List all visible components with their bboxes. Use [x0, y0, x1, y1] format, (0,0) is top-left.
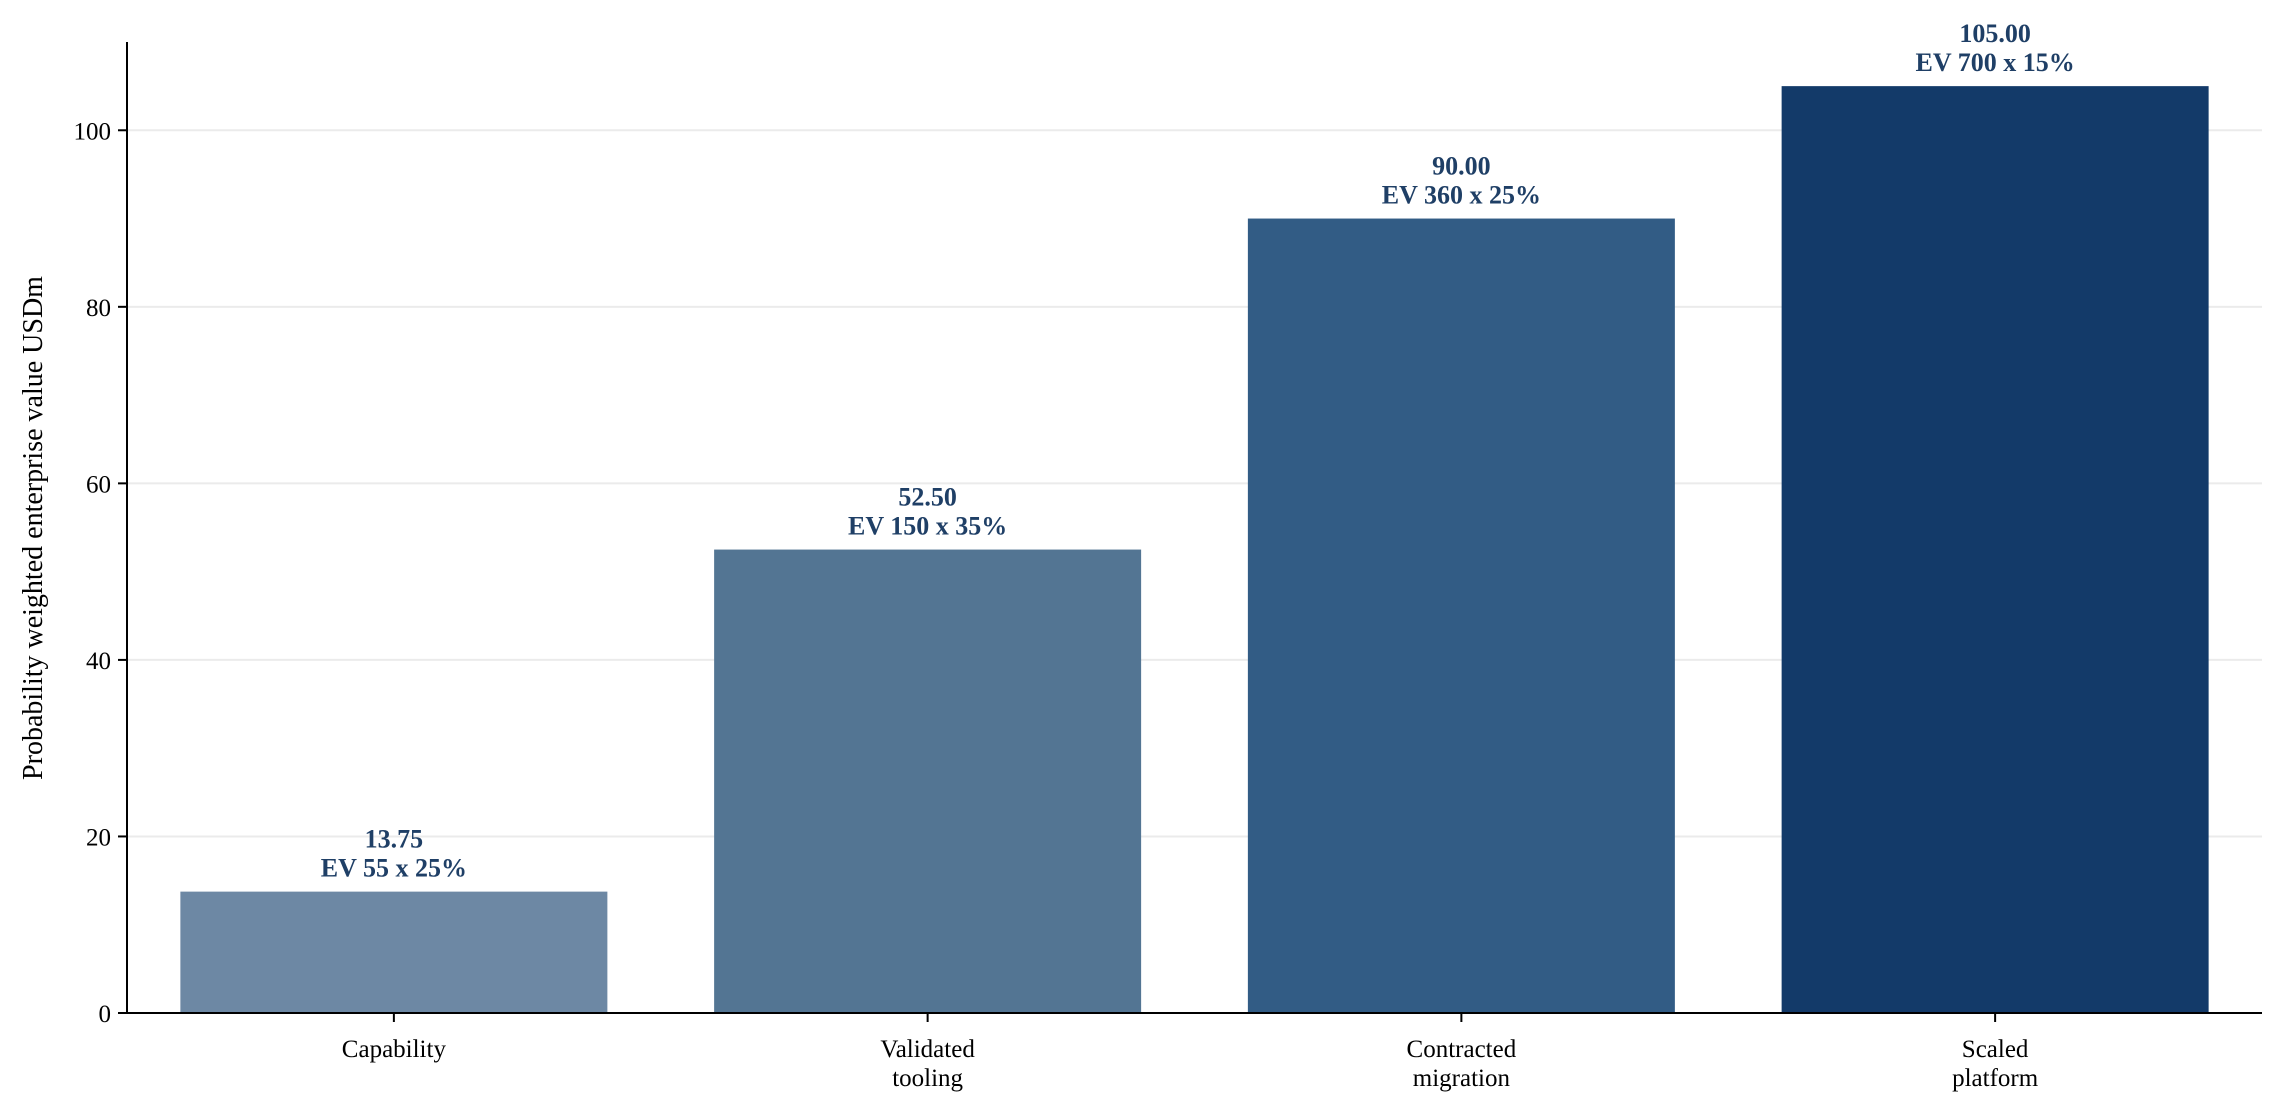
axes: [126, 42, 2262, 1014]
y-tick-label: 20: [86, 824, 111, 851]
bar: [1247, 218, 1675, 1013]
y-tick-label: 0: [99, 1001, 112, 1028]
bar-annotation-label: EV 360 x 25%: [1382, 181, 1541, 210]
y-tick-label: 40: [86, 648, 111, 675]
y-tick-label: 100: [74, 118, 112, 145]
bar-value-label: 105.00: [1959, 19, 2031, 48]
x-tick-label: migration: [1413, 1065, 1511, 1092]
x-tick-label: tooling: [892, 1065, 963, 1092]
x-tick-label: Capability: [342, 1036, 447, 1063]
y-axis-ticks: 0 20 40 60 80 100: [74, 118, 127, 1028]
x-tick-label: Scaled: [1962, 1036, 2029, 1063]
bar-value-label: 52.50: [898, 483, 957, 512]
bar-annotation-label: EV 700 x 15%: [1916, 48, 2075, 77]
y-axis-title: Probability weighted enterprise value US…: [18, 276, 49, 780]
bar-annotation-label: EV 150 x 35%: [848, 512, 1007, 541]
bar: [180, 891, 608, 1013]
x-tick-label: platform: [1952, 1065, 2039, 1092]
y-tick-label: 80: [86, 295, 111, 322]
y-tick-label: 60: [86, 471, 111, 498]
bar: [714, 549, 1142, 1013]
bars: [180, 86, 2209, 1014]
bar-value-label: 13.75: [365, 825, 424, 854]
bar-value-label: 90.00: [1432, 152, 1491, 181]
x-tick-label: Validated: [880, 1036, 975, 1063]
bar-annotation-label: EV 55 x 25%: [321, 854, 467, 883]
bar: [1781, 86, 2209, 1014]
x-tick-label: Contracted: [1407, 1036, 1517, 1063]
